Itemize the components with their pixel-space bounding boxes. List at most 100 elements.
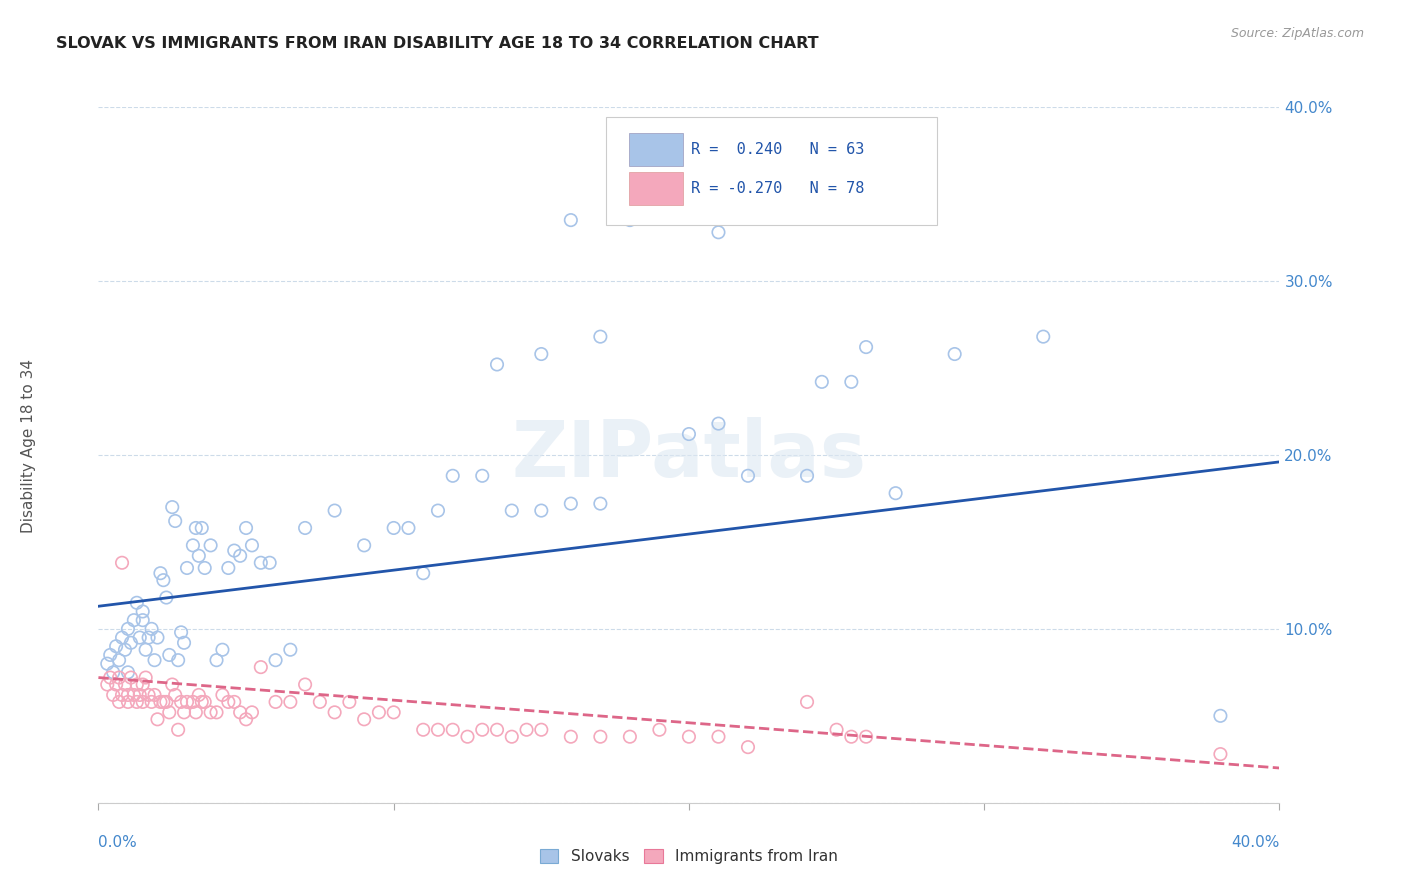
Point xyxy=(224,695,246,709)
Point xyxy=(98,671,121,685)
Point xyxy=(114,677,136,691)
Point xyxy=(456,730,478,744)
Point xyxy=(353,538,375,552)
Point xyxy=(323,503,346,517)
Point xyxy=(117,688,139,702)
Point xyxy=(167,653,190,667)
FancyBboxPatch shape xyxy=(606,118,936,226)
Point xyxy=(205,653,228,667)
Point xyxy=(217,695,239,709)
Point xyxy=(105,677,128,691)
Point xyxy=(427,503,450,517)
Point xyxy=(120,671,142,685)
FancyBboxPatch shape xyxy=(628,133,683,166)
Point xyxy=(589,497,612,511)
Point xyxy=(619,730,641,744)
Point xyxy=(707,730,730,744)
Point xyxy=(165,688,187,702)
Point xyxy=(187,688,209,702)
Point xyxy=(141,695,163,709)
Point xyxy=(382,706,405,720)
FancyBboxPatch shape xyxy=(628,172,683,205)
Point xyxy=(648,723,671,737)
Point xyxy=(1209,708,1232,723)
Point xyxy=(103,688,125,702)
Point xyxy=(125,596,148,610)
Point xyxy=(323,706,346,720)
Point xyxy=(117,665,139,680)
Text: Source: ZipAtlas.com: Source: ZipAtlas.com xyxy=(1230,27,1364,40)
Point xyxy=(486,358,509,372)
Point xyxy=(560,497,582,511)
Point xyxy=(149,566,172,581)
Point xyxy=(108,695,131,709)
Point xyxy=(240,538,263,552)
Text: 40.0%: 40.0% xyxy=(1232,836,1279,850)
Point xyxy=(162,500,183,514)
Point xyxy=(259,556,281,570)
Point xyxy=(396,521,419,535)
Point xyxy=(111,688,134,702)
Point xyxy=(105,639,128,653)
Point xyxy=(229,706,252,720)
Point xyxy=(132,613,155,627)
Point xyxy=(825,723,848,737)
Point xyxy=(441,468,464,483)
Point xyxy=(191,695,214,709)
Point xyxy=(128,631,150,645)
Point xyxy=(122,688,145,702)
Point xyxy=(211,688,233,702)
Point xyxy=(176,695,198,709)
Point xyxy=(368,706,391,720)
Point xyxy=(353,712,375,726)
Point xyxy=(229,549,252,563)
Point xyxy=(98,648,121,662)
Point xyxy=(707,225,730,239)
Text: R =  0.240   N = 63: R = 0.240 N = 63 xyxy=(692,142,865,157)
Text: Disability Age 18 to 34: Disability Age 18 to 34 xyxy=(21,359,35,533)
Point xyxy=(412,566,434,581)
Point xyxy=(117,622,139,636)
Point xyxy=(135,671,157,685)
Point xyxy=(108,671,131,685)
Point xyxy=(855,340,877,354)
Legend: Slovaks, Immigrants from Iran: Slovaks, Immigrants from Iran xyxy=(533,841,845,871)
Point xyxy=(146,631,169,645)
Point xyxy=(427,723,450,737)
Point xyxy=(678,730,700,744)
Point xyxy=(737,740,759,755)
Point xyxy=(176,561,198,575)
Text: 0.0%: 0.0% xyxy=(98,836,138,850)
Point xyxy=(194,695,217,709)
Point xyxy=(141,622,163,636)
Point xyxy=(132,605,155,619)
Point xyxy=(167,723,190,737)
Point xyxy=(155,695,177,709)
Point xyxy=(138,631,160,645)
Text: R = -0.270   N = 78: R = -0.270 N = 78 xyxy=(692,181,865,196)
Point xyxy=(114,642,136,657)
Point xyxy=(224,543,246,558)
Point xyxy=(103,665,125,680)
Point xyxy=(143,653,166,667)
Point xyxy=(120,636,142,650)
Point xyxy=(486,723,509,737)
Point xyxy=(235,712,257,726)
Point xyxy=(278,695,302,709)
Point xyxy=(530,503,553,517)
Point xyxy=(530,723,553,737)
Point xyxy=(839,730,862,744)
Point xyxy=(589,730,612,744)
Point xyxy=(884,486,907,500)
Point xyxy=(441,723,464,737)
Text: ZIPatlas: ZIPatlas xyxy=(512,417,866,493)
Point xyxy=(796,695,818,709)
Point xyxy=(337,695,360,709)
Point xyxy=(619,213,641,227)
Point xyxy=(135,642,157,657)
Point xyxy=(111,556,134,570)
Point xyxy=(264,695,287,709)
Text: SLOVAK VS IMMIGRANTS FROM IRAN DISABILITY AGE 18 TO 34 CORRELATION CHART: SLOVAK VS IMMIGRANTS FROM IRAN DISABILIT… xyxy=(56,36,818,51)
Point xyxy=(138,688,160,702)
Point xyxy=(200,538,222,552)
